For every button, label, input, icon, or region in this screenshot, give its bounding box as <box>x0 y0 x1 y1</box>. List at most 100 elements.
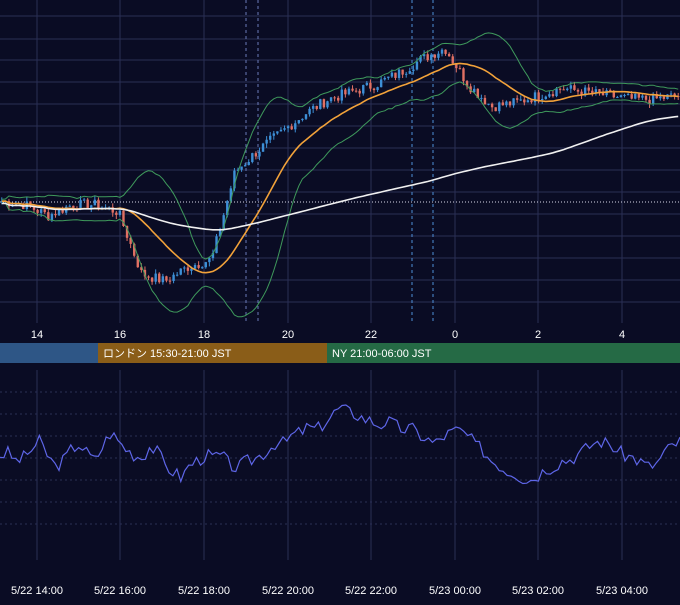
candle-body <box>97 199 100 210</box>
candle-body <box>669 93 673 95</box>
candle-body <box>541 99 544 101</box>
candle-body <box>233 170 236 189</box>
candle-body <box>190 268 193 271</box>
candle-body <box>197 265 200 268</box>
candle-body <box>530 100 533 103</box>
candle-body <box>179 268 182 275</box>
candle-body <box>523 99 526 103</box>
candle-body <box>50 214 54 221</box>
candle-body <box>290 126 293 130</box>
candle-body <box>555 88 558 97</box>
session-segment <box>327 343 680 363</box>
candle-body <box>612 91 615 98</box>
candle-body <box>662 96 666 99</box>
candle-body <box>269 135 272 140</box>
candle-body <box>422 54 426 57</box>
candle-body <box>458 68 462 70</box>
candle-body <box>186 267 190 271</box>
osc-x-tick-label: 5/23 04:00 <box>596 585 648 597</box>
candle-body <box>387 76 390 78</box>
candle-body <box>347 88 351 95</box>
candle-body <box>118 210 122 215</box>
candle-body <box>365 82 369 86</box>
candle-body <box>240 166 243 170</box>
candle-body <box>634 93 637 99</box>
candle-body <box>598 89 601 93</box>
candle-body <box>32 206 36 210</box>
candle-body <box>372 88 376 91</box>
candle-body <box>587 87 590 91</box>
candle-body <box>630 94 633 99</box>
candle-body <box>544 96 547 100</box>
candle-body <box>276 131 279 134</box>
session-segment <box>0 343 98 363</box>
candle-body <box>283 128 286 130</box>
candle-body <box>408 71 411 74</box>
osc-x-tick-label: 5/22 16:00 <box>94 585 146 597</box>
candle-body <box>648 99 651 104</box>
candle-body <box>498 102 501 112</box>
osc-x-tick-label: 5/23 02:00 <box>512 585 564 597</box>
candle-body <box>390 72 394 77</box>
candle-body <box>125 226 129 238</box>
candle-body <box>358 90 361 94</box>
candle-body <box>594 89 598 94</box>
candle-body <box>111 207 114 213</box>
candle-body <box>487 103 490 105</box>
candle-body <box>344 89 347 95</box>
candle-body <box>286 126 290 129</box>
candle-body <box>440 49 444 54</box>
price-x-tick-label: 4 <box>619 329 625 341</box>
candle-body <box>133 243 136 256</box>
candle-body <box>79 199 82 210</box>
candle-body <box>247 162 250 166</box>
candle-body <box>569 85 573 89</box>
candle-body <box>415 61 419 70</box>
candle-body <box>90 205 93 209</box>
candle-body <box>301 118 304 121</box>
candle-body <box>226 201 229 216</box>
candle-body <box>333 97 336 99</box>
osc-x-tick-label: 5/22 14:00 <box>11 585 63 597</box>
candle-body <box>626 94 630 96</box>
candle-body <box>308 108 311 115</box>
candle-body <box>465 81 469 87</box>
candle-body <box>354 90 358 92</box>
candle-body <box>147 276 150 278</box>
price-x-tick-label: 20 <box>282 329 294 341</box>
candle-body <box>433 54 437 58</box>
candle-body <box>61 208 64 213</box>
candle-body <box>272 133 275 136</box>
candle-body <box>490 103 494 108</box>
candle-body <box>369 82 372 89</box>
bollinger-lower-line <box>1 81 679 318</box>
candle-body <box>576 89 580 92</box>
candle-body <box>609 90 612 92</box>
candle-body <box>483 97 487 105</box>
candle-body <box>537 92 540 100</box>
candle-body <box>623 94 626 96</box>
candle-body <box>161 276 165 283</box>
candle-body <box>447 53 451 57</box>
candle-body <box>580 91 583 96</box>
candle-body <box>362 85 365 94</box>
candle-body <box>337 97 340 101</box>
candle-body <box>158 273 161 283</box>
candle-body <box>426 54 429 61</box>
candle-body <box>519 99 522 101</box>
candle-body <box>218 229 222 237</box>
candle-body <box>57 208 61 216</box>
candle-body <box>315 106 318 109</box>
candle-body <box>222 215 225 230</box>
price-x-axis <box>0 323 680 343</box>
candle-body <box>462 68 465 82</box>
candle-body <box>515 98 519 100</box>
candle-body <box>501 102 505 106</box>
candle-body <box>469 86 472 93</box>
candle-body <box>236 169 240 171</box>
candle-body <box>394 72 397 78</box>
osc-x-tick-label: 5/23 00:00 <box>429 585 481 597</box>
candle-body <box>401 69 404 75</box>
candle-body <box>437 53 440 58</box>
